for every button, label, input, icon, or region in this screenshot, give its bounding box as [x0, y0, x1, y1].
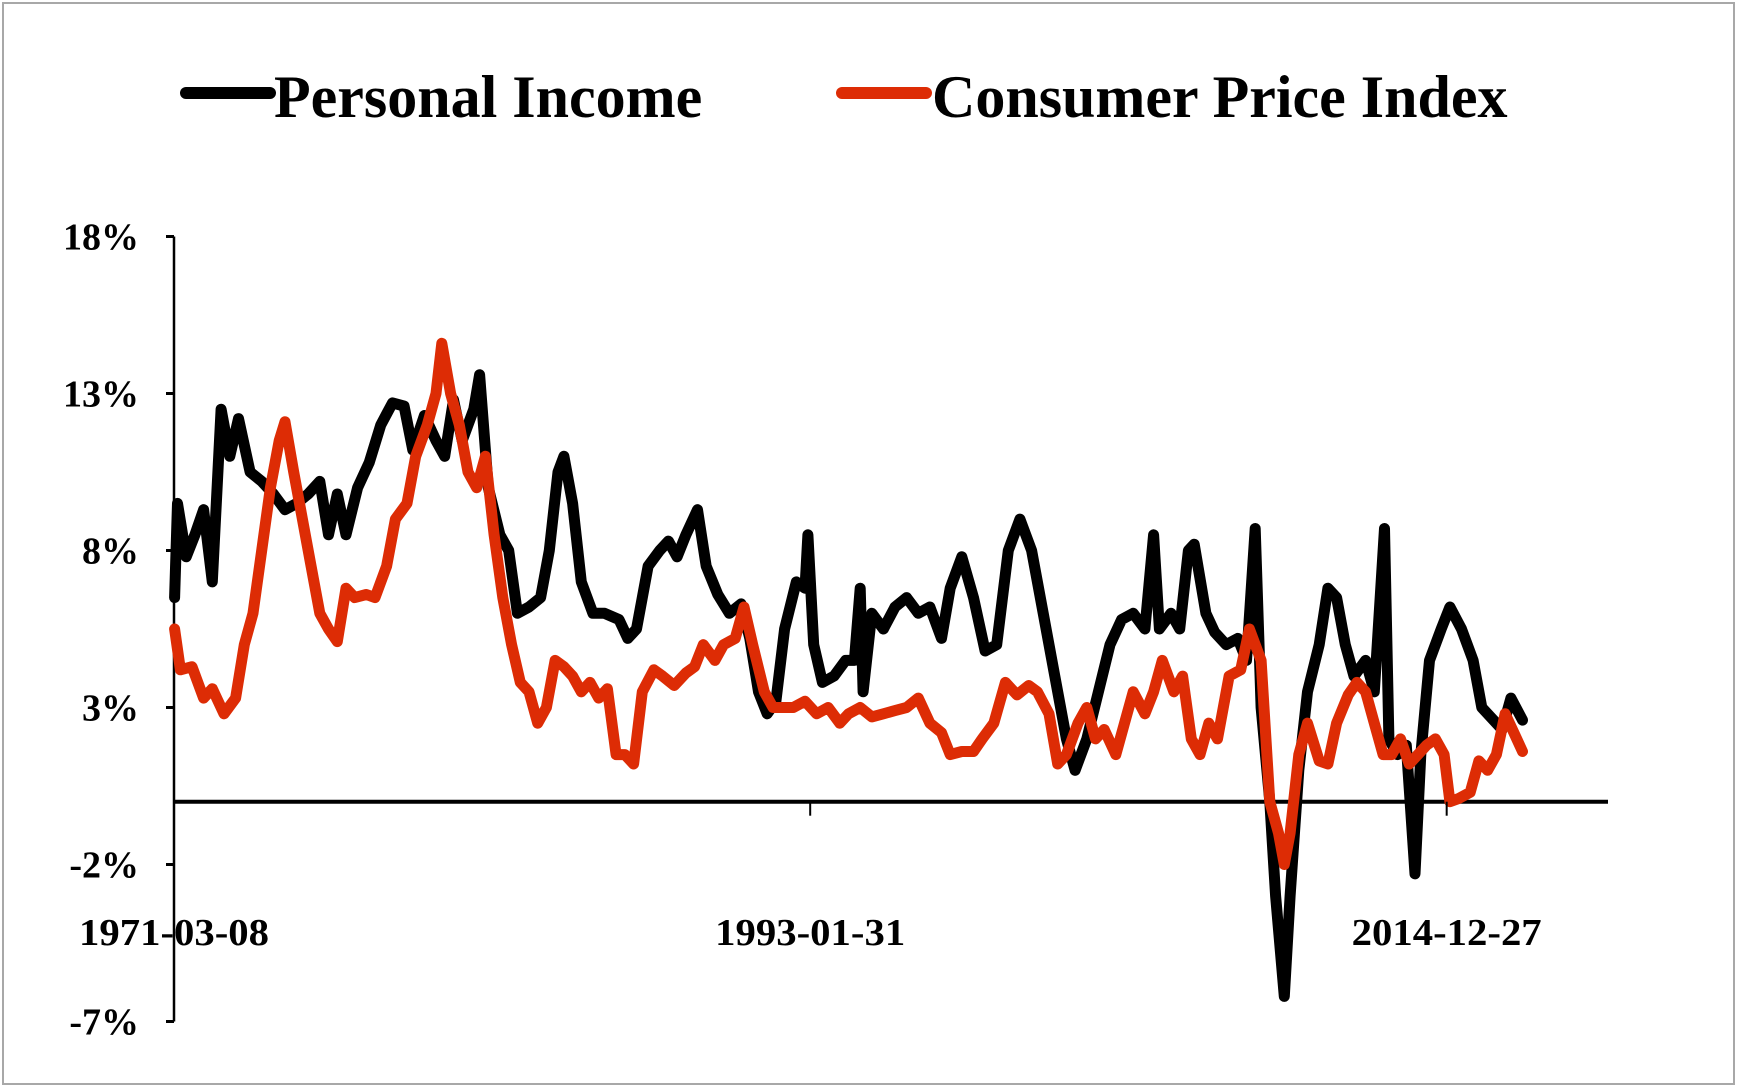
y-tick-label: 13% — [63, 374, 139, 416]
series-line-personal-income — [169, 369, 1528, 1002]
y-tick-label: 3% — [82, 688, 139, 730]
legend-label-cpi: Consumer Price Index — [932, 64, 1508, 130]
x-tick-label: 1993-01-31 — [715, 912, 905, 954]
x-tick-label: 1971-03-08 — [79, 912, 269, 954]
y-tick-label: -7% — [69, 1002, 139, 1044]
y-tick-label: 8% — [82, 531, 139, 573]
y-tick-label: 18% — [63, 217, 139, 259]
x-tick-label: 2014-12-27 — [1352, 912, 1542, 954]
legend: Personal Income Consumer Price Index — [180, 64, 1508, 130]
series-line-cpi — [169, 337, 1528, 870]
legend-label-personal-income: Personal Income — [274, 64, 702, 130]
y-tick-label: -2% — [69, 845, 139, 887]
